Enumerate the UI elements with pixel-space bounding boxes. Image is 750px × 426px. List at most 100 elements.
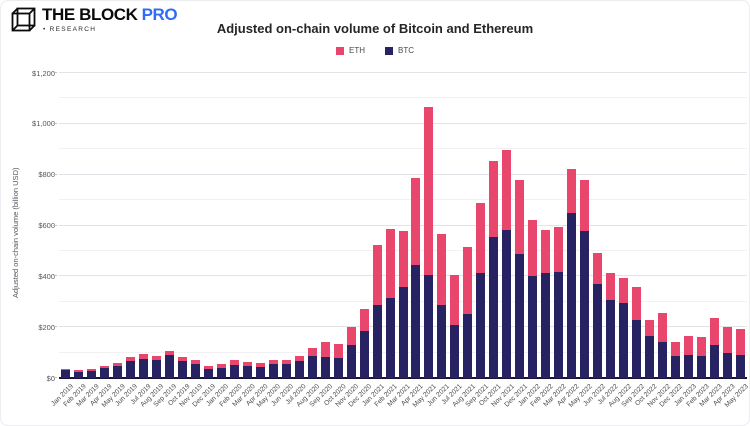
eth-segment	[216, 363, 226, 368]
btc-segment	[489, 237, 499, 378]
bar-mar-2019	[86, 369, 96, 378]
bar-jun-2021	[437, 234, 447, 378]
eth-segment	[359, 308, 369, 331]
plot-area: Jan 2019 Feb 2019 Mar 2019 Apr 2019 May 2019…	[50, 72, 749, 409]
gridline-1000	[59, 122, 747, 124]
legend-item-eth: ETH	[336, 46, 365, 55]
bar-apr-2022	[567, 169, 577, 378]
bar-apr-2023	[723, 327, 733, 378]
btc-segment	[424, 275, 434, 378]
btc-segment	[138, 358, 148, 378]
bar-oct-2022	[645, 319, 655, 378]
btc-segment	[554, 272, 564, 378]
eth-segment	[151, 356, 161, 361]
eth-segment	[73, 370, 83, 372]
y-tick-mark	[53, 275, 57, 277]
eth-legend-label: ETH	[349, 46, 365, 55]
eth-segment	[60, 368, 70, 371]
eth-segment	[489, 161, 499, 238]
bar-jan-2023	[684, 336, 694, 378]
bar-aug-2021	[463, 247, 473, 378]
btc-segment	[528, 276, 538, 378]
bar-sep-2020	[320, 341, 330, 378]
eth-segment	[710, 318, 720, 346]
btc-legend-label: BTC	[398, 46, 414, 55]
cube-logo-icon	[11, 7, 36, 32]
btc-segment	[164, 355, 174, 378]
bar-jun-2022	[593, 252, 603, 378]
eth-legend-swatch	[336, 46, 344, 55]
btc-segment	[580, 231, 590, 378]
bar-jan-2021	[372, 244, 382, 378]
eth-segment	[398, 231, 408, 287]
bar-apr-2019	[99, 366, 109, 378]
bar-may-2021	[424, 106, 434, 378]
btc-segment	[437, 304, 447, 378]
y-tick-mark	[53, 122, 57, 124]
bar-jul-2020	[294, 356, 304, 378]
eth-segment	[528, 220, 538, 277]
bar-oct-2019	[177, 356, 187, 378]
bar-nov-2022	[658, 312, 668, 378]
gridline-800	[59, 173, 747, 175]
bar-mar-2022	[554, 227, 564, 378]
bar-may-2019	[112, 363, 122, 378]
bar-mar-2020	[242, 361, 252, 378]
bar-sep-2019	[164, 350, 174, 378]
bar-nov-2019	[190, 360, 200, 378]
eth-segment	[580, 179, 590, 232]
btc-segment	[203, 368, 213, 378]
eth-segment	[645, 319, 655, 337]
btc-segment	[463, 313, 473, 378]
btc-segment	[60, 370, 70, 378]
bar-aug-2019	[151, 356, 161, 378]
eth-segment	[619, 278, 629, 304]
legend-item-btc: BTC	[385, 46, 414, 55]
btc-segment	[632, 319, 642, 378]
btc-segment	[671, 356, 681, 378]
bar-may-2023	[736, 328, 745, 378]
eth-segment	[307, 347, 317, 357]
gridline-1100	[59, 97, 747, 99]
bar-jan-2020	[216, 363, 226, 378]
bar-aug-2020	[307, 347, 317, 378]
brand-name: THE BLOCK PRO	[42, 5, 178, 24]
btc-segment	[658, 341, 668, 378]
eth-segment	[606, 273, 616, 301]
eth-segment	[697, 337, 707, 357]
btc-segment	[281, 364, 291, 378]
y-tick-label-400: $400	[38, 271, 55, 281]
btc-segment	[73, 371, 83, 378]
eth-segment	[515, 179, 525, 254]
eth-segment	[411, 177, 421, 266]
btc-segment	[645, 336, 655, 378]
bar-oct-2021	[489, 161, 499, 378]
bar-mar-2021	[398, 231, 408, 378]
btc-segment	[255, 367, 265, 378]
eth-segment	[255, 363, 265, 368]
btc-legend-swatch	[385, 46, 393, 55]
btc-segment	[723, 353, 733, 378]
y-tick-mark	[53, 173, 57, 175]
bar-may-2022	[580, 179, 590, 378]
y-tick-label-800: $800	[38, 170, 55, 180]
eth-segment	[268, 360, 278, 365]
bar-dec-2020	[359, 308, 369, 378]
bar-feb-2020	[229, 360, 239, 378]
gridline-1200	[59, 72, 747, 73]
eth-segment	[463, 247, 473, 314]
btc-segment	[229, 365, 239, 378]
btc-segment	[502, 229, 512, 378]
gridline-700	[59, 199, 747, 201]
eth-segment	[554, 227, 564, 273]
btc-segment	[684, 355, 694, 378]
bar-dec-2021	[515, 179, 525, 378]
bar-aug-2022	[619, 278, 629, 378]
eth-segment	[372, 244, 382, 305]
eth-segment	[671, 342, 681, 357]
eth-segment	[567, 169, 577, 214]
eth-segment	[177, 356, 187, 361]
btc-segment	[567, 213, 577, 378]
btc-segment	[242, 366, 252, 378]
